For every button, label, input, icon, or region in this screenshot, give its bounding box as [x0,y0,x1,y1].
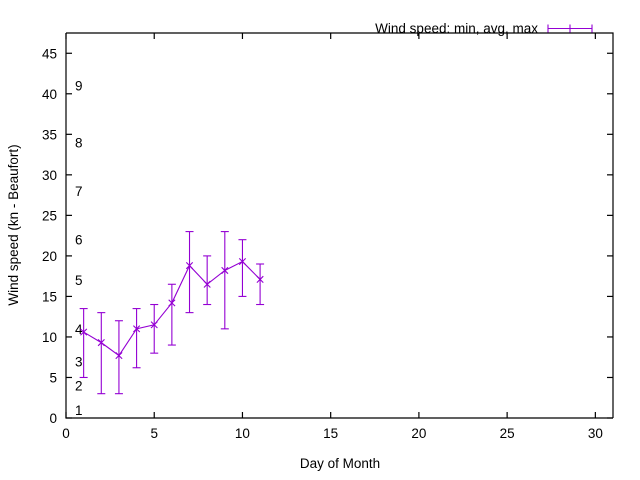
x-axis-ticks [65,33,596,418]
beaufort-label: 5 [75,273,83,288]
beaufort-scale-labels: 1 2 3 4 5 6 7 8 9 [75,79,83,418]
x-tick-label: 0 [62,426,70,441]
x-tick-label: 25 [500,426,515,441]
x-tick-label: 30 [588,426,603,441]
data-point-marker [97,339,105,347]
y-axis-ticks [66,52,613,419]
beaufort-label: 6 [75,233,83,248]
x-tick-label: 10 [235,426,250,441]
data-point-marker [203,280,211,288]
y-tick-label: 40 [42,87,57,102]
data-point-marker [168,299,176,307]
beaufort-label: 3 [75,354,83,369]
legend-errorbar-sample [547,24,593,33]
y-tick-label: 30 [42,168,57,183]
data-point-marker [115,352,123,360]
data-point-marker [132,325,141,333]
data-point-marker [256,275,264,283]
x-tick-label: 5 [150,426,158,441]
data-series-wind-speed [79,231,265,395]
beaufort-label: 9 [75,79,83,94]
y-axis-title: Wind speed (kn - Beaufort) [6,144,21,305]
data-point-marker [80,328,88,336]
data-point-marker [185,262,194,270]
y-tick-label: 0 [49,411,57,426]
data-point-marker [221,266,229,275]
y-tick-label: 15 [42,289,57,304]
beaufort-label: 2 [75,379,83,394]
y-tick-label: 5 [49,370,57,385]
beaufort-label: 8 [75,135,83,150]
legend-label: Wind speed: min, avg, max [375,21,538,36]
y-tick-label: 35 [42,127,57,142]
y-tick-label: 10 [42,330,57,345]
legend: Wind speed: min, avg, max [375,21,593,36]
x-tick-label: 20 [411,426,426,441]
x-tick-label: 15 [323,426,338,441]
x-axis-tick-labels: 0 5 10 15 20 25 30 [62,426,603,441]
data-point-marker [238,257,247,266]
beaufort-label: 1 [75,403,83,418]
y-tick-label: 20 [42,249,57,264]
y-axis-tick-labels: 0 5 10 15 20 25 30 35 40 45 [42,46,57,426]
beaufort-label: 7 [75,184,83,199]
x-axis-title: Day of Month [300,456,380,471]
beaufort-label: 4 [75,322,83,337]
y-tick-label: 25 [42,208,57,223]
data-point-marker [150,321,158,329]
y-tick-label: 45 [42,46,57,61]
plot-frame [65,32,614,419]
